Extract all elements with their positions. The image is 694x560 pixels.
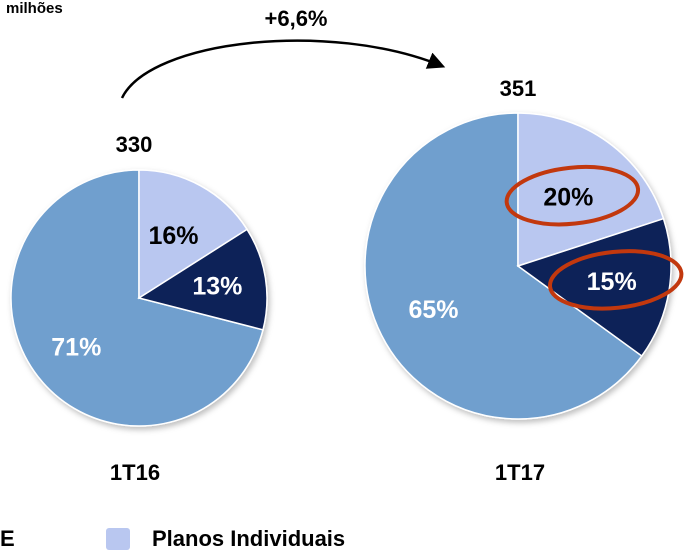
slice-label-1t17-3: 15% <box>587 268 637 296</box>
slice-label-1t16-1: 71% <box>51 334 101 362</box>
growth-arrow <box>120 39 446 99</box>
total-label-1t16: 330 <box>115 132 153 157</box>
slice-labels: 71% 16% 13% 65% 20% 15% <box>51 184 636 362</box>
period-label-1t17: 1T17 <box>494 460 546 485</box>
pie-1t16 <box>10 169 268 427</box>
legend-swatch-planos-individuais <box>106 528 130 550</box>
slice-label-1t16-3: 13% <box>192 273 242 301</box>
unit-label: milhões <box>6 0 63 17</box>
highlight-ring-1t17-2 <box>504 164 641 227</box>
total-label-1t17: 351 <box>499 76 537 101</box>
legend-label-planos-individuais: Planos Individuais <box>152 526 346 551</box>
highlight-ring-1t17-3 <box>547 249 684 311</box>
pie-1t17 <box>364 112 672 420</box>
legend-partial-entry: E <box>0 526 15 551</box>
slice-planos-individuais-1t17 <box>517 112 665 268</box>
slice-large-1t16 <box>10 169 264 427</box>
slice-label-1t17-2: 20% <box>543 184 593 212</box>
slice-dark-1t16 <box>137 228 268 331</box>
slice-planos-individuais-1t16 <box>138 169 249 300</box>
growth-label: +6,6% <box>264 6 328 31</box>
slice-label-1t16-2: 16% <box>149 222 199 250</box>
highlight-rings <box>504 164 684 311</box>
period-label-1t16: 1T16 <box>109 460 161 485</box>
slice-large-1t17 <box>364 112 643 420</box>
slice-label-1t17-1: 65% <box>408 296 458 324</box>
